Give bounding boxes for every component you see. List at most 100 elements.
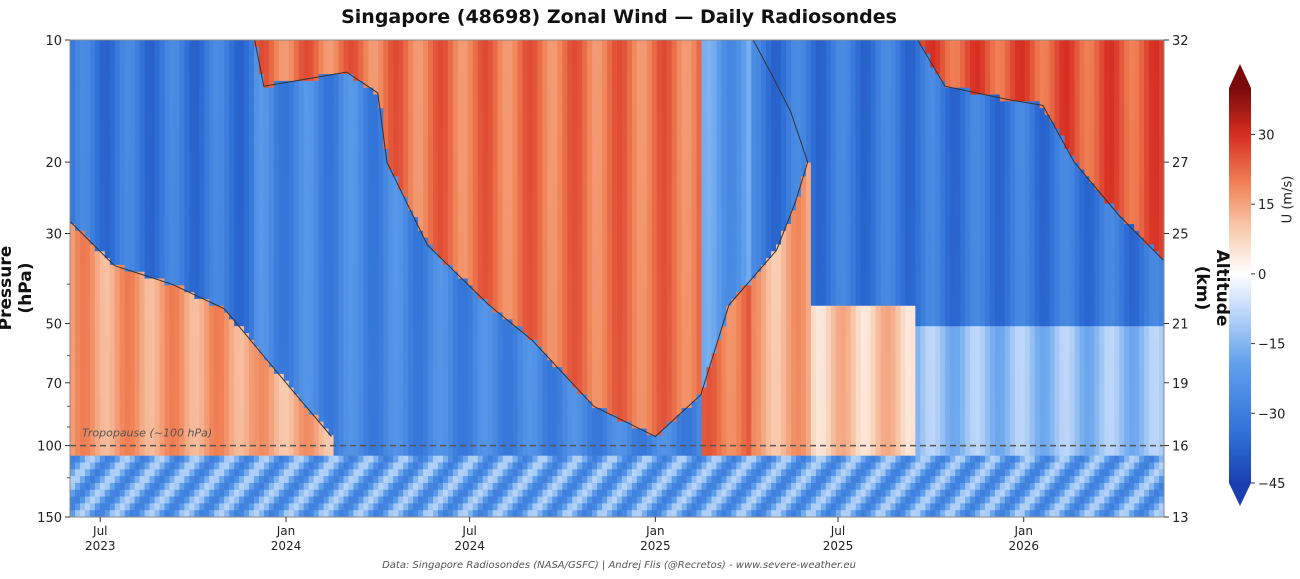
heat-cell (408, 128, 414, 136)
heat-cell (244, 258, 250, 266)
heat-cell (194, 353, 200, 361)
heat-cell (234, 442, 240, 450)
heat-cell (139, 108, 146, 116)
heat-cell (249, 305, 255, 314)
heat-cell (258, 189, 265, 198)
heat-cell (229, 162, 235, 171)
heat-cell (308, 101, 315, 109)
heat-cell (393, 94, 399, 102)
heat-cell (129, 244, 136, 252)
heat-cell (159, 373, 166, 382)
heat-cell (373, 94, 379, 102)
heat-cell (368, 407, 374, 416)
heat-cell (234, 387, 240, 395)
heat-cell (244, 264, 250, 273)
heat-cell (234, 251, 240, 259)
heat-cell (149, 230, 156, 239)
heat-cell (94, 87, 101, 96)
heat-cell (343, 435, 350, 443)
heat-cell (219, 53, 225, 62)
heat-cell (169, 339, 176, 348)
heat-cell (234, 380, 240, 389)
heat-cell (388, 476, 394, 484)
heat-cell (94, 101, 101, 109)
heat-cell (84, 183, 91, 191)
heat-cell (388, 339, 394, 348)
heat-cell (179, 135, 185, 143)
heat-cell (328, 128, 335, 136)
heat-cell (224, 292, 230, 300)
heat-cell (363, 67, 369, 75)
heat-cell (99, 496, 106, 504)
heat-cell (139, 101, 146, 109)
heat-cell (249, 135, 255, 143)
heat-cell (348, 121, 355, 130)
heat-cell (124, 333, 131, 341)
heat-cell (348, 469, 355, 477)
heat-cell (199, 74, 205, 82)
heat-cell (318, 292, 325, 300)
heat-cell (413, 237, 419, 246)
heat-cell (219, 149, 225, 157)
heat-cell (79, 462, 86, 470)
heat-cell (174, 135, 180, 143)
heat-cell (403, 237, 409, 246)
heat-cell (89, 319, 96, 327)
heat-cell (129, 80, 136, 89)
heat-cell (244, 196, 250, 205)
heat-cell (179, 482, 185, 491)
heat-cell (204, 476, 210, 484)
heat-cell (164, 142, 171, 150)
heat-cell (413, 169, 419, 177)
heat-cell (189, 496, 195, 504)
heat-cell (253, 196, 260, 205)
heat-cell (413, 108, 419, 116)
heat-cell (239, 40, 245, 48)
heat-cell (214, 217, 220, 225)
heat-cell (298, 503, 305, 511)
heat-cell (263, 448, 270, 457)
heat-cell (363, 53, 369, 62)
heat-cell (234, 285, 240, 293)
heat-cell (383, 407, 389, 416)
heat-cell (283, 155, 290, 164)
heat-cell (328, 326, 335, 334)
heat-cell (89, 414, 96, 423)
heat-cell (303, 67, 310, 75)
heat-cell (298, 87, 305, 96)
heat-cell (353, 264, 360, 273)
heat-cell (353, 367, 360, 375)
heat-cell (94, 442, 101, 450)
heat-cell (403, 394, 409, 402)
heat-cell (298, 210, 305, 218)
heat-cell (393, 373, 399, 382)
heat-cell (154, 319, 161, 327)
heat-cell (179, 414, 185, 423)
heat-cell (239, 489, 245, 498)
heat-cell (263, 462, 270, 470)
heat-cell (84, 217, 91, 225)
heat-cell (348, 258, 355, 266)
heat-cell (184, 298, 190, 307)
heat-cell (343, 46, 350, 55)
heat-cell (318, 435, 325, 443)
heat-cell (129, 94, 136, 102)
heat-cell (298, 469, 305, 477)
heat-cell (104, 223, 111, 232)
heat-cell (234, 128, 240, 136)
heat-cell (418, 94, 424, 102)
heat-cell (194, 319, 200, 327)
heat-cell (343, 482, 350, 491)
heat-cell (418, 169, 424, 177)
heat-cell (94, 142, 101, 150)
heat-cell (169, 203, 176, 211)
heat-cell (139, 162, 146, 171)
heat-cell (378, 387, 384, 395)
heat-cell (239, 189, 245, 198)
heat-cell (89, 237, 96, 246)
heat-cell (214, 128, 220, 136)
heat-cell (224, 278, 230, 286)
heat-cell (393, 40, 399, 48)
heat-cell (79, 258, 86, 266)
heat-cell (318, 401, 325, 409)
